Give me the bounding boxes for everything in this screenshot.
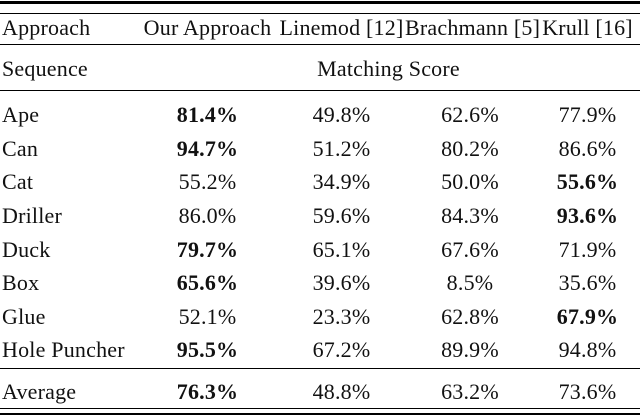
row-label: Average: [2, 378, 77, 404]
cell-value: 39.6%: [312, 270, 371, 296]
header-divider-rule: [0, 43, 640, 45]
header-col-our-approach: Our Approach: [143, 15, 272, 41]
row-label: Can: [2, 135, 39, 161]
cell-value: 55.6%: [556, 169, 619, 195]
table-row: Hole Puncher 95.5% 67.2% 89.9% 94.8%: [0, 334, 640, 368]
cell-value: 35.6%: [558, 270, 617, 296]
row-label: Hole Puncher: [2, 337, 125, 363]
subheader-sequence-label: Sequence: [2, 56, 88, 81]
bottom-rule-inner: [0, 407, 640, 409]
cell-value: 86.6%: [558, 135, 617, 161]
cell-value: 67.6%: [441, 236, 499, 262]
cell-value: 67.2%: [312, 337, 371, 363]
cell-value: 86.0%: [178, 203, 237, 229]
cell-value: 76.3%: [176, 378, 239, 404]
cell-value: 62.6%: [441, 102, 499, 128]
table-row: Box 65.6% 39.6% 8.5% 35.6%: [0, 266, 640, 300]
cell-value: 48.8%: [312, 378, 371, 404]
subheader-divider-rule: [0, 90, 640, 92]
cell-value: 84.3%: [441, 203, 499, 229]
subheader-row: Sequence Matching Score: [0, 45, 640, 90]
table-row: Can 94.7% 51.2% 80.2% 86.6%: [0, 132, 640, 166]
cell-value: 52.1%: [178, 303, 237, 329]
bottom-rule-outer: [0, 412, 640, 416]
average-divider-rule: [0, 367, 640, 369]
cell-value: 65.1%: [312, 236, 371, 262]
cell-value: 94.8%: [558, 337, 617, 363]
cell-value: 94.7%: [176, 135, 239, 161]
cell-value: 71.9%: [558, 236, 617, 262]
cell-value: 50.0%: [441, 169, 499, 195]
header-col-linemod: Linemod [12]: [279, 15, 404, 41]
cell-value: 62.8%: [441, 303, 499, 329]
cell-value: 65.6%: [176, 270, 239, 296]
row-label: Box: [2, 270, 40, 296]
row-label: Driller: [2, 203, 63, 229]
row-label: Duck: [2, 236, 51, 262]
cell-value: 79.7%: [176, 236, 239, 262]
header-col-brachmann: Brachmann [5]: [405, 15, 541, 41]
cell-value: 63.2%: [441, 378, 499, 404]
cell-value: 73.6%: [558, 378, 617, 404]
header-approach-label: Approach: [2, 15, 91, 41]
cell-value: 89.9%: [441, 337, 499, 363]
cell-value: 59.6%: [312, 203, 371, 229]
table-row: Driller 86.0% 59.6% 84.3% 93.6%: [0, 199, 640, 233]
cell-value: 93.6%: [556, 203, 619, 229]
table-row: Glue 52.1% 23.3% 62.8% 67.9%: [0, 300, 640, 334]
cell-value: 67.9%: [556, 303, 619, 329]
cell-value: 34.9%: [312, 169, 371, 195]
cell-value: 23.3%: [312, 303, 371, 329]
row-label: Cat: [2, 169, 34, 195]
top-rule-outer: [0, 1, 640, 4]
cell-value: 77.9%: [558, 102, 617, 128]
average-row: Average 76.3% 48.8% 63.2% 73.6%: [0, 368, 640, 408]
header-row: Approach Our Approach Linemod [12] Brach…: [0, 13, 640, 44]
cell-value: 49.8%: [312, 102, 371, 128]
cell-value: 81.4%: [176, 102, 239, 128]
top-rule-inner: [0, 12, 640, 14]
cell-value: 55.2%: [178, 169, 237, 195]
cell-value: 8.5%: [446, 270, 494, 296]
cell-value: 80.2%: [441, 135, 499, 161]
table-row: Ape 81.4% 49.8% 62.6% 77.9%: [0, 99, 640, 133]
subheader-matching-score: Matching Score: [317, 56, 460, 81]
table-row: Duck 79.7% 65.1% 67.6% 71.9%: [0, 233, 640, 267]
cell-value: 51.2%: [312, 135, 371, 161]
cell-value: 95.5%: [176, 337, 239, 363]
row-label: Ape: [2, 102, 40, 128]
table-body: Ape 81.4% 49.8% 62.6% 77.9% Can 94.7% 51…: [0, 99, 640, 368]
row-label: Glue: [2, 303, 46, 329]
header-col-krull: Krull [16]: [542, 15, 633, 41]
table-row: Cat 55.2% 34.9% 50.0% 55.6%: [0, 166, 640, 200]
